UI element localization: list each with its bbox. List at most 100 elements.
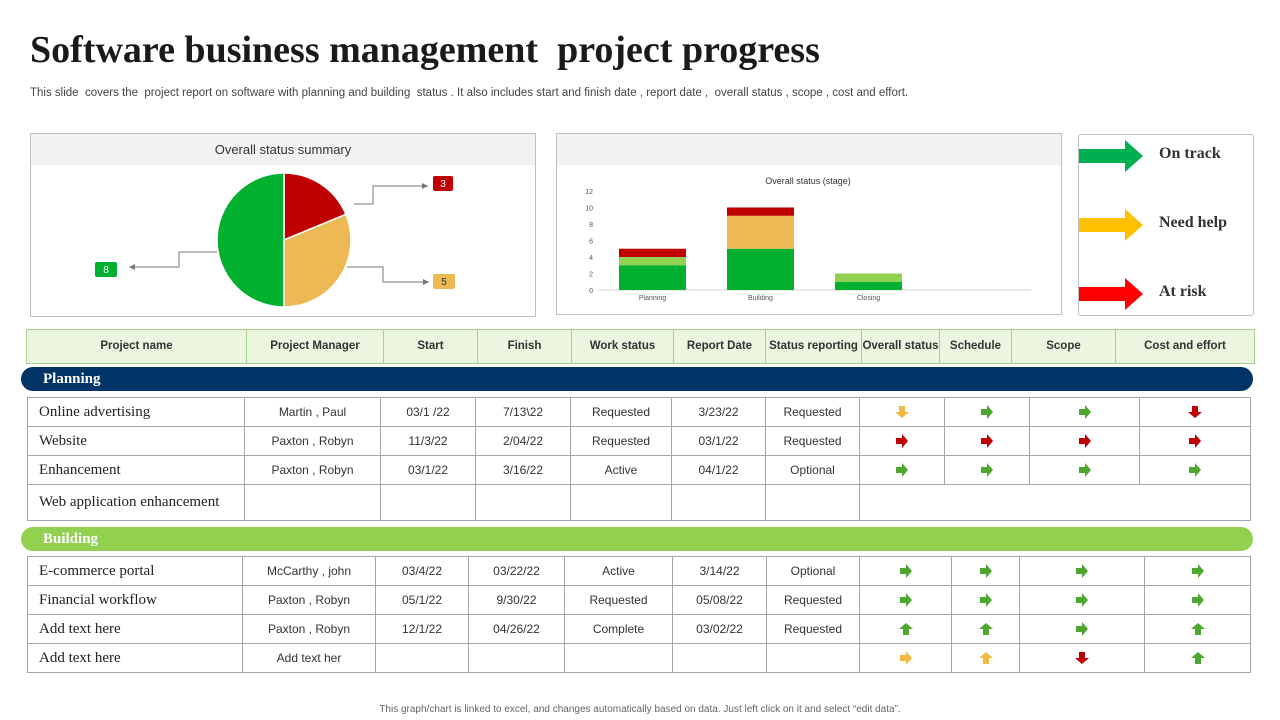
red-arrow-down-icon xyxy=(1188,406,1202,419)
bar-y-tick-label: 4 xyxy=(589,255,593,262)
red-arrow-right-icon xyxy=(896,434,908,449)
pie-chart[interactable]: 3 5 8 xyxy=(31,134,537,318)
cell-status-arrow xyxy=(1139,426,1251,456)
pie-slice[interactable] xyxy=(283,172,347,242)
bar-y-tick-label: 10 xyxy=(585,206,593,213)
cell-finish: 2/04/22 xyxy=(475,426,571,456)
cell-status-arrow xyxy=(1029,426,1140,456)
cell-name: Add text here xyxy=(27,614,243,644)
legend-label-need-help: Need help xyxy=(1159,214,1227,231)
yellow-arrow-right-icon xyxy=(899,651,912,666)
cell-status-arrow xyxy=(1139,397,1251,427)
cell-status-arrow xyxy=(1019,585,1145,615)
pie-data-label-box xyxy=(433,176,453,191)
cell-status-arrow xyxy=(1019,556,1145,586)
cell-name: Online advertising xyxy=(27,397,245,427)
green-arrow-up-icon xyxy=(978,623,993,636)
cell-status-arrow xyxy=(1029,397,1140,427)
pie-data-label: 5 xyxy=(441,277,447,288)
cell-status-arrow xyxy=(859,426,945,456)
legend-label-on-track: On track xyxy=(1159,145,1221,162)
red-arrow-down-icon xyxy=(1075,652,1089,665)
cell-report-date: 3/14/22 xyxy=(672,556,767,586)
cell-status-arrow xyxy=(1029,455,1140,485)
legend-on-track: On track xyxy=(1079,135,1255,175)
green-arrow-right-icon xyxy=(896,463,908,478)
green-arrow-up-icon xyxy=(898,623,913,636)
cell-status-arrow xyxy=(859,397,945,427)
green-arrow-right-icon xyxy=(1191,593,1204,608)
building-table: E-commerce portal McCarthy , john 03/4/22 0… xyxy=(27,556,1251,673)
green-arrow-right-icon xyxy=(899,593,912,608)
bar-segment[interactable] xyxy=(619,248,686,257)
cell-report-date: 04/1/22 xyxy=(671,455,766,485)
legend-at-risk: At risk xyxy=(1079,273,1255,313)
cell-work-status: Active xyxy=(564,556,673,586)
pie-data-label-box xyxy=(95,262,117,277)
cell-status-arrow xyxy=(951,614,1020,644)
cell-work-status xyxy=(570,484,672,521)
bar-segment[interactable] xyxy=(835,281,902,290)
cell-status-arrow xyxy=(859,643,952,673)
cell-name: Add text here xyxy=(27,643,243,673)
cell-status-arrow xyxy=(859,585,952,615)
table-row: Web application enhancement xyxy=(27,484,1251,521)
cell-start: 03/4/22 xyxy=(375,556,469,586)
bar-segment[interactable] xyxy=(727,207,794,216)
cell-manager: Paxton , Robyn xyxy=(242,614,376,644)
bar-chart[interactable]: Overall status (stage) 0 2 4 6 8 10 12 Planning B… xyxy=(557,134,1063,316)
cell-status-reporting xyxy=(765,484,860,521)
legend-need-help: Need help xyxy=(1079,204,1255,244)
bar-category-label: Closing xyxy=(857,295,880,302)
pie-slice[interactable] xyxy=(216,172,285,308)
pie-callout-arrowhead xyxy=(422,183,428,189)
green-arrow-right-icon xyxy=(1191,564,1204,579)
pie-callout-line xyxy=(129,251,217,268)
column-header: Project Manager xyxy=(246,329,384,364)
green-arrow-right-icon xyxy=(981,463,993,478)
cell-manager xyxy=(244,484,381,521)
cell-status-arrow xyxy=(944,397,1030,427)
cell-status-arrow xyxy=(1144,585,1251,615)
bar-panel-header xyxy=(557,134,1061,165)
cell-manager: Paxton , Robyn xyxy=(242,585,376,615)
bar-segment[interactable] xyxy=(727,215,794,249)
pie-callout-arrowhead xyxy=(423,279,429,285)
status-legend: On track Need help At risk xyxy=(1078,134,1254,316)
table-row: Website Paxton , Robyn 11/3/22 2/04/22 Reque… xyxy=(27,426,1251,456)
column-header: Cost and effort xyxy=(1115,329,1255,364)
header-row: Project name Project Manager Start Finish Wo… xyxy=(26,329,1255,364)
green-arrow-right-icon xyxy=(899,564,912,579)
section-building: Building xyxy=(21,527,1253,551)
pie-data-label: 8 xyxy=(103,265,109,276)
column-header: Project name xyxy=(26,329,247,364)
red-arrow-icon xyxy=(1079,278,1143,310)
cell-finish: 9/30/22 xyxy=(468,585,565,615)
cell-start: 03/1/22 xyxy=(380,455,476,485)
cell-start: 12/1/22 xyxy=(375,614,469,644)
cell-status-arrow xyxy=(944,426,1030,456)
green-arrow-right-icon xyxy=(979,593,992,608)
table-row: Online advertising Martin , Paul 03/1 /22 7… xyxy=(27,397,1251,427)
bar-segment[interactable] xyxy=(727,248,794,290)
green-arrow-up-icon xyxy=(1190,623,1205,636)
column-header: Finish xyxy=(477,329,572,364)
bar-segment[interactable] xyxy=(619,265,686,290)
pie-slice[interactable] xyxy=(283,213,352,308)
cell-status-arrow xyxy=(859,614,952,644)
cell-manager: Paxton , Robyn xyxy=(244,426,381,456)
cell-manager: Paxton , Robyn xyxy=(244,455,381,485)
cell-status-reporting: Requested xyxy=(766,614,860,644)
cell-status-empty xyxy=(859,484,1251,521)
cell-status-reporting: Optional xyxy=(765,455,860,485)
bar-segment[interactable] xyxy=(835,273,902,282)
legend-label-at-risk: At risk xyxy=(1159,283,1207,300)
cell-status-reporting: Requested xyxy=(765,397,860,427)
column-header: Schedule xyxy=(939,329,1012,364)
pie-callout-line xyxy=(347,266,429,283)
cell-start: 03/1 /22 xyxy=(380,397,476,427)
cell-start xyxy=(380,484,476,521)
pie-panel-header: Overall status summary xyxy=(31,134,535,165)
column-header: Scope xyxy=(1011,329,1116,364)
bar-segment[interactable] xyxy=(619,257,686,266)
